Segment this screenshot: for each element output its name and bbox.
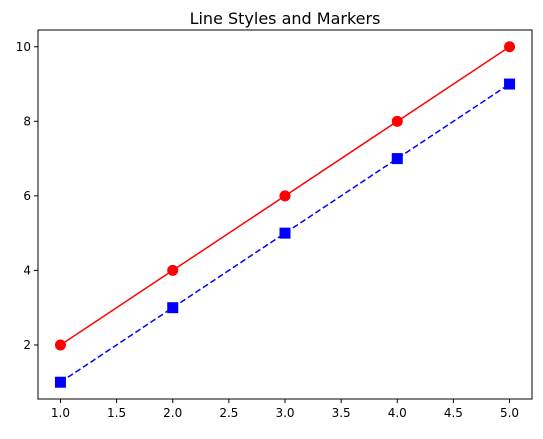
y-tick-label: 10: [16, 40, 31, 54]
x-tick-label: 1.5: [107, 406, 126, 420]
series-2-point: [391, 153, 403, 165]
series-2-point: [54, 376, 66, 388]
series-2-point: [504, 78, 516, 90]
x-tick-label: 3.0: [275, 406, 294, 420]
x-tick-label: 4.0: [388, 406, 407, 420]
series-2-point: [279, 227, 291, 239]
x-tick-label: 1.0: [51, 406, 70, 420]
series-1-point: [504, 41, 516, 53]
y-tick-label: 8: [23, 114, 31, 128]
plot-layer: 1.0 1.5 2.0 2.5 3.0 3.5 4.0 4.5 5.0 2 4 6 8 10: [16, 29, 533, 420]
y-tick-label: 2: [23, 338, 31, 352]
x-tick-label: 2.0: [163, 406, 182, 420]
series-1-point: [391, 115, 403, 127]
y-tick-label: 4: [23, 263, 31, 277]
series-1-point: [167, 264, 179, 276]
x-tick-label: 4.5: [444, 406, 463, 420]
series-1-point: [279, 190, 291, 202]
series-2-point: [167, 302, 179, 314]
y-tick-label: 6: [23, 189, 31, 203]
series-1-point: [54, 339, 66, 351]
x-tick-label: 3.5: [332, 406, 351, 420]
chart-title: Line Styles and Markers: [190, 9, 381, 28]
x-tick-label: 5.0: [500, 406, 519, 420]
x-tick-label: 2.5: [219, 406, 238, 420]
